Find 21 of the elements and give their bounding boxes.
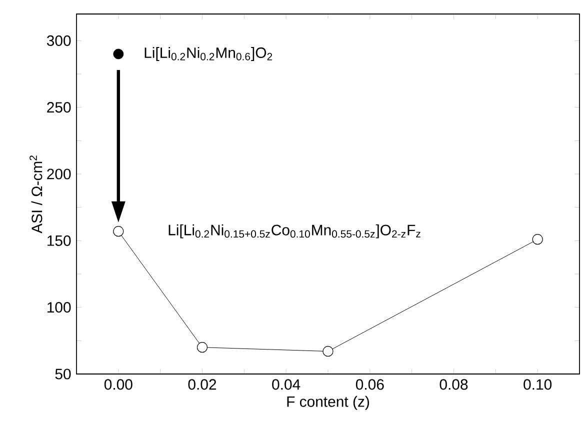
point bbox=[322, 346, 334, 357]
series-label: Li[Li$_{0.2}$Ni$_{0.2}$Mn$_{0.6}$]O$_{2}$ bbox=[144, 47, 272, 61]
x-tick-label: 0.02 bbox=[188, 379, 216, 390]
x-axis-title: F content (z) bbox=[287, 396, 369, 410]
point bbox=[196, 342, 208, 353]
y-axis-title: ASI / Ω-cm$^{2}$ bbox=[30, 156, 42, 234]
point bbox=[113, 48, 124, 60]
y-tick-label: 50 bbox=[55, 368, 71, 380]
point bbox=[532, 234, 543, 245]
x-tick-label: 0.08 bbox=[440, 379, 468, 390]
point bbox=[113, 226, 124, 237]
x-tick-label: 0.00 bbox=[104, 379, 132, 390]
x-tick-label: 0.10 bbox=[524, 379, 552, 390]
y-tick-label: 250 bbox=[47, 102, 71, 113]
y-tick-label: 100 bbox=[48, 302, 71, 313]
y-tick-label: 150 bbox=[48, 235, 71, 246]
x-tick-label: 0.04 bbox=[272, 379, 300, 390]
x-tick-label: 0.06 bbox=[356, 379, 384, 390]
y-tick-label: 200 bbox=[47, 168, 71, 180]
y-tick-label: 300 bbox=[46, 35, 71, 46]
text: Li[Li$_{0.2}$Ni$_{0.15+0.5z}$Co$_{0.10}$Mn$_{0.55-0.5z}$]O$_{2-z}$F$_{z}$ bbox=[168, 224, 420, 238]
